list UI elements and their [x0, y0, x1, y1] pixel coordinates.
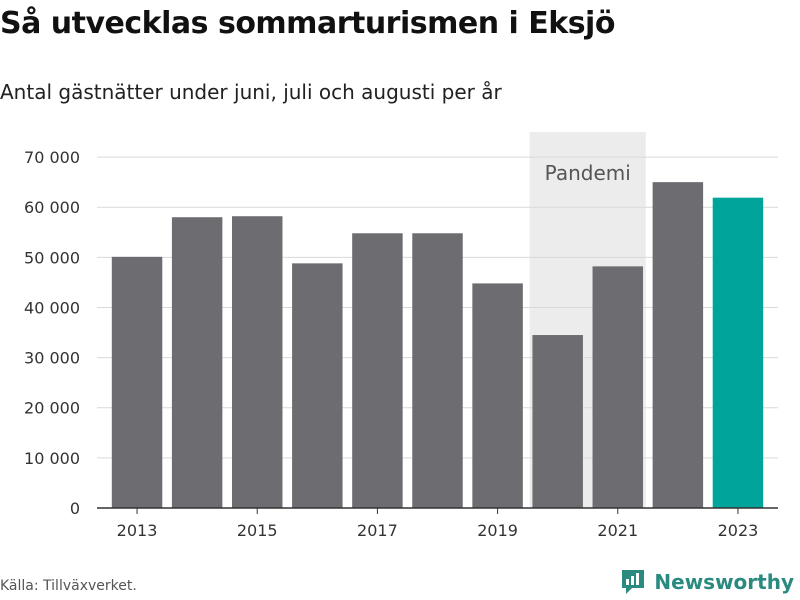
x-tick-label: 2021 — [597, 521, 638, 540]
y-tick-label: 50 000 — [24, 248, 80, 267]
bar-2021 — [592, 266, 644, 508]
brand-logo[interactable]: Newsworthy — [620, 568, 794, 596]
y-tick-label: 10 000 — [24, 449, 80, 468]
bar-2013 — [111, 256, 163, 508]
x-tick-label: 2015 — [237, 521, 278, 540]
y-tick-label: 60 000 — [24, 198, 80, 217]
bar-2014 — [171, 217, 223, 508]
chart-title: Så utvecklas sommarturismen i Eksjö — [0, 6, 615, 41]
x-tick-label: 2013 — [117, 521, 158, 540]
y-tick-label: 40 000 — [24, 298, 80, 317]
y-tick-label: 20 000 — [24, 399, 80, 418]
chart-subtitle: Antal gästnätter under juni, juli och au… — [0, 80, 502, 104]
pandemic-label: Pandemi — [545, 161, 631, 185]
y-tick-label: 70 000 — [24, 148, 80, 167]
y-tick-label: 0 — [70, 499, 80, 518]
brand-name: Newsworthy — [654, 570, 794, 594]
x-tick-label: 2017 — [357, 521, 398, 540]
bar-2022 — [652, 182, 704, 508]
bar-2020 — [532, 335, 583, 508]
source-note: Källa: Tillväxverket. — [0, 578, 137, 594]
bar-2015 — [231, 216, 283, 508]
x-tick-label: 2023 — [718, 521, 759, 540]
bar-2017 — [352, 233, 403, 508]
bar-2018 — [412, 233, 463, 508]
bar-2019 — [472, 283, 523, 508]
bar-2023 — [712, 197, 764, 508]
x-tick-label: 2019 — [477, 521, 518, 540]
y-tick-label: 30 000 — [24, 349, 80, 368]
bar-chart: Pandemi 0 10 000 20 000 30 000 40 000 50 000 60… — [24, 132, 778, 540]
newsworthy-logo-icon — [622, 570, 645, 594]
bar-2016 — [292, 263, 343, 508]
